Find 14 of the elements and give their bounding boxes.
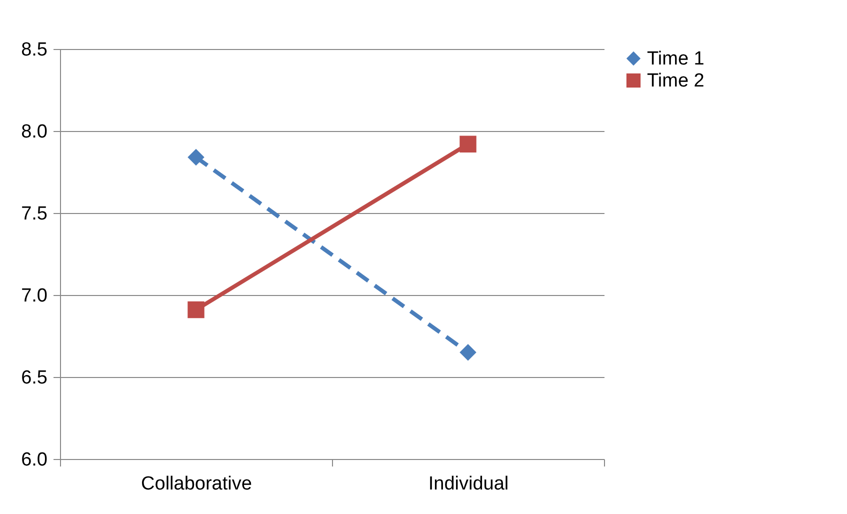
point: [460, 136, 476, 152]
point: [188, 148, 204, 166]
y-tick-label: 6.5: [21, 368, 48, 388]
y-tick-label: 8.5: [21, 40, 48, 60]
y-tick-label: 7.5: [21, 204, 48, 224]
point: [188, 301, 204, 318]
y-tick-label: 6.0: [21, 450, 48, 470]
y-tick-label: 8.0: [21, 122, 48, 142]
legend-label: Time 1: [647, 48, 704, 70]
legend-label: Time 2: [647, 70, 704, 92]
x-tick-label: Individual: [428, 474, 509, 494]
y-tick-label: 7.0: [21, 286, 48, 306]
x-tick-label: Collaborative: [141, 474, 252, 494]
point: [460, 344, 476, 361]
